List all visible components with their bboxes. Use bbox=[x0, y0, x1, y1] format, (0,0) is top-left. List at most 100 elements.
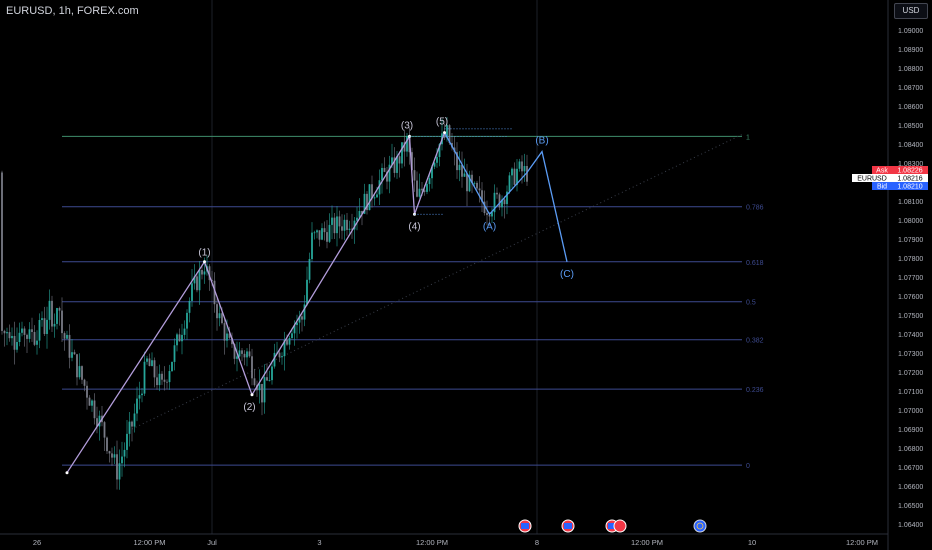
candle bbox=[351, 213, 353, 239]
time-tick-label: 26 bbox=[33, 538, 41, 547]
candle bbox=[393, 147, 396, 178]
candle bbox=[461, 151, 463, 188]
candle bbox=[151, 352, 153, 367]
wave-label[interactable]: (C) bbox=[560, 269, 574, 280]
candle bbox=[163, 366, 166, 391]
time-tick-label: 3 bbox=[317, 538, 321, 547]
bid-label: Bid bbox=[877, 184, 887, 191]
candle bbox=[481, 182, 483, 212]
candle bbox=[433, 161, 436, 170]
candle bbox=[33, 325, 36, 347]
wave-pivot-point[interactable] bbox=[65, 471, 69, 475]
candle bbox=[246, 348, 248, 367]
correction-wave-path[interactable] bbox=[443, 132, 568, 262]
interval-label[interactable]: 1h bbox=[58, 5, 71, 17]
candle bbox=[363, 183, 366, 214]
impulse-wave-path[interactable] bbox=[66, 132, 446, 474]
price-tick-label: 1.08900 bbox=[898, 47, 923, 54]
price-tick-label: 1.07400 bbox=[898, 332, 923, 339]
price-tick-label: 1.07900 bbox=[898, 237, 923, 244]
candle bbox=[63, 331, 66, 351]
candle bbox=[426, 181, 428, 195]
candle bbox=[183, 320, 186, 340]
wave-label[interactable]: (4) bbox=[408, 221, 420, 232]
candle bbox=[341, 214, 343, 240]
candle bbox=[258, 369, 261, 404]
candle bbox=[331, 205, 333, 240]
candle bbox=[321, 223, 323, 241]
header-separator: , bbox=[52, 5, 59, 17]
candle bbox=[511, 167, 513, 188]
candle bbox=[243, 350, 246, 366]
candle bbox=[406, 132, 408, 157]
price-tick-label: 1.08600 bbox=[898, 104, 923, 111]
fib-level-label: 0.5 bbox=[746, 300, 756, 307]
candle bbox=[116, 440, 118, 490]
bid-badge bbox=[872, 182, 892, 190]
candle bbox=[456, 142, 458, 179]
economic-event-us-2[interactable] bbox=[561, 519, 575, 533]
wave-pivot-point[interactable] bbox=[443, 131, 446, 135]
price-tick-label: 1.08000 bbox=[898, 218, 923, 225]
candle bbox=[8, 324, 11, 342]
currency-selector[interactable]: USD bbox=[894, 3, 928, 19]
candle bbox=[106, 436, 108, 455]
price-tick-label: 1.08800 bbox=[898, 66, 923, 73]
price-tick-label: 1.07300 bbox=[898, 351, 923, 358]
economic-event-eu[interactable] bbox=[693, 519, 707, 533]
candle bbox=[468, 170, 471, 193]
candle bbox=[58, 306, 61, 326]
candle bbox=[216, 298, 218, 331]
candle bbox=[83, 378, 86, 392]
candle bbox=[328, 213, 331, 244]
candle bbox=[388, 155, 391, 194]
economic-event-us-3[interactable] bbox=[605, 519, 627, 533]
candle bbox=[66, 330, 68, 340]
candle bbox=[366, 191, 368, 215]
candle bbox=[138, 381, 141, 410]
economic-event-us-1[interactable] bbox=[518, 519, 532, 533]
candle bbox=[76, 353, 78, 386]
candle bbox=[398, 151, 401, 178]
candle bbox=[178, 328, 181, 342]
price-tick-label: 1.08400 bbox=[898, 142, 923, 149]
candle bbox=[86, 381, 88, 410]
wave-label[interactable]: (B) bbox=[535, 136, 548, 147]
price-tick-label: 1.07200 bbox=[898, 370, 923, 377]
candle bbox=[266, 363, 268, 381]
wave-label[interactable]: (1) bbox=[198, 248, 210, 259]
wave-label[interactable]: (2) bbox=[243, 402, 255, 413]
candle bbox=[186, 309, 188, 340]
candle bbox=[323, 221, 326, 241]
candle bbox=[311, 222, 313, 263]
candle bbox=[141, 388, 143, 403]
candle bbox=[283, 331, 286, 371]
wave-label[interactable]: (3) bbox=[401, 120, 413, 131]
candle bbox=[316, 229, 318, 239]
candle bbox=[273, 343, 276, 369]
candle bbox=[136, 386, 138, 422]
wave-label[interactable]: (A) bbox=[483, 221, 496, 232]
candle bbox=[486, 200, 488, 226]
candle bbox=[336, 205, 338, 247]
candle bbox=[498, 192, 501, 211]
symbol-name[interactable]: EURUSD bbox=[6, 5, 53, 17]
wave-label[interactable]: (5) bbox=[436, 117, 448, 128]
price-tick-label: 1.07700 bbox=[898, 275, 923, 282]
fib-level-label: 0.236 bbox=[746, 387, 764, 394]
candle bbox=[68, 324, 71, 369]
candle bbox=[128, 411, 131, 447]
candle bbox=[261, 383, 263, 416]
time-tick-label: 12:00 PM bbox=[133, 538, 165, 547]
candle bbox=[91, 399, 93, 412]
trend-dotted-line[interactable] bbox=[131, 134, 743, 430]
candle bbox=[506, 185, 508, 215]
candle bbox=[101, 406, 103, 427]
candle bbox=[513, 162, 516, 187]
wave-pivot-point[interactable] bbox=[203, 260, 206, 264]
candle bbox=[223, 317, 226, 355]
candle bbox=[378, 169, 381, 205]
wave-pivot-point[interactable] bbox=[250, 393, 254, 397]
